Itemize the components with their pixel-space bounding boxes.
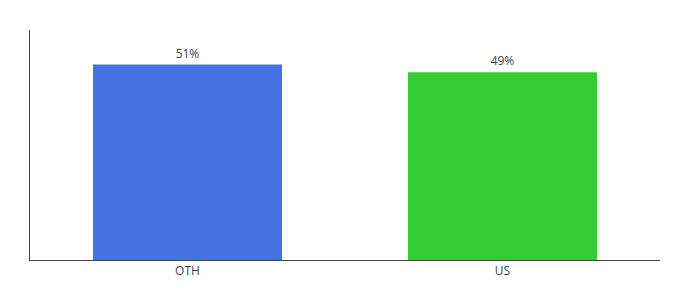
svg-text:US: US (495, 262, 510, 279)
svg-text:OTH: OTH (175, 262, 200, 279)
svg-text:49%: 49% (491, 52, 515, 69)
svg-text:51%: 51% (176, 45, 200, 62)
